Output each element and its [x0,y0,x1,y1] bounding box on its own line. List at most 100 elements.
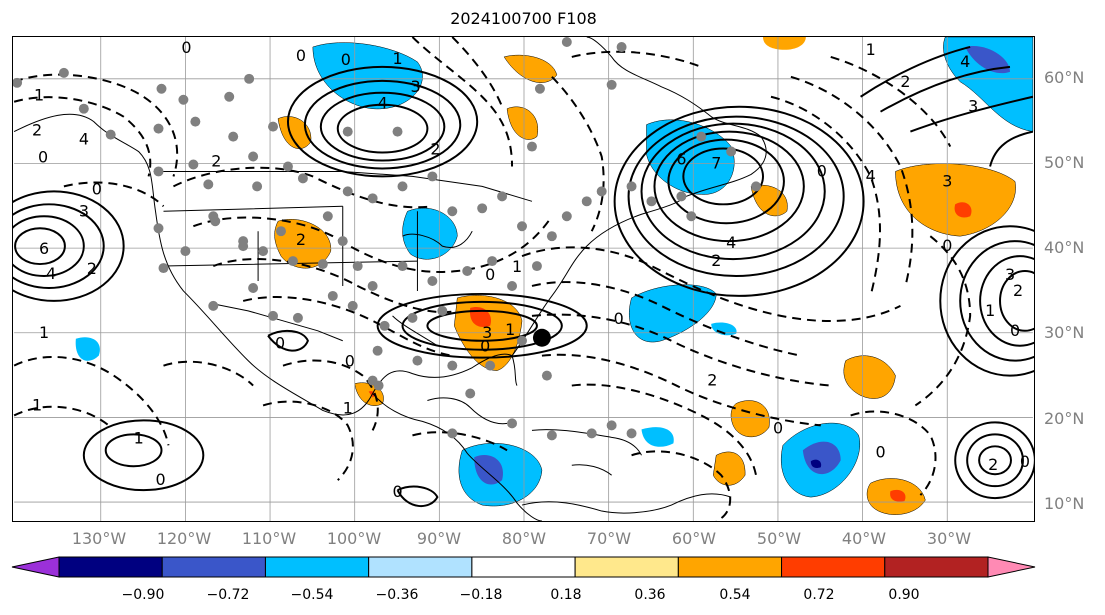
contour-label: 3 [482,323,492,342]
contour-label: 4 [726,233,736,252]
contour-label: 6 [676,149,686,168]
contour-label: 0 [38,147,48,166]
contour-label: 0 [156,470,166,489]
contour-label: 0 [181,38,191,57]
contour-labels: 0 0 1 3 4 2 0 4 2 0 1 0 3 6 4 2 2 2 0 1 … [32,38,1030,501]
contour-label: 2 [988,455,998,474]
contour-label: 0 [341,50,351,69]
highlight-point [532,328,551,347]
contour-label: 4 [79,130,89,149]
colorbar-tick: −0.54 [290,587,334,603]
colorbar-tick: −0.18 [459,587,503,603]
contour-label: 0 [942,236,952,255]
contour-label: 1 [505,320,515,339]
contour-label: 2 [1013,281,1023,300]
colorbar-segment [58,556,163,578]
colorbar-segment [574,556,679,578]
lon-label: 90°W [416,529,462,548]
contour-label: 0 [614,309,624,328]
contour-label: 1 [39,323,49,342]
colorbar-segment [368,556,473,578]
contour-label: 1 [985,301,995,320]
contour-label: 0 [876,442,886,461]
station-markers [13,37,762,441]
colorbar-tick: −0.90 [121,587,165,603]
contour-label: 2 [900,72,910,91]
map-panel: 0 0 1 3 4 2 0 4 2 0 1 0 3 6 4 2 2 2 0 1 … [12,36,1035,522]
coastlines [13,37,767,521]
contour-label: 0 [345,352,355,371]
contour-label: 0 [393,482,403,501]
lon-label: 130°W [71,529,127,548]
lat-label: 50°N [1044,153,1085,172]
dashed-contours [13,37,972,521]
colorbar-segment [11,556,60,578]
lon-label: 110°W [241,529,297,548]
contour-label: 1 [866,40,876,59]
colorbar-segment [264,556,370,578]
contour-label: 4 [46,264,56,283]
colorbar-segment [471,556,576,578]
contour-label: 2 [711,251,721,270]
contour-label: 2 [211,151,221,170]
lat-label: 10°N [1044,494,1085,513]
contour-label: 0 [275,334,285,353]
contour-label: 1 [34,86,44,105]
contour-label: 3 [968,97,978,116]
solid-contours [13,45,1034,507]
colorbar-segment [884,556,989,578]
contour-label: 3 [1005,265,1015,284]
contour-label: 2 [32,121,42,140]
colorbar-segment [987,556,1036,578]
colorbar-tick: 0.90 [888,587,920,603]
contour-label: 0 [1010,321,1020,340]
map-title: 2024100700 F108 [450,9,597,28]
contour-label: 0 [92,179,102,198]
contour-label: 4 [378,94,388,113]
lon-label: 50°W [756,529,802,548]
colorbar-segment [677,556,783,578]
contour-label: 2 [296,230,306,249]
contour-label: 1 [134,428,144,447]
colorbar-tick: 0.72 [803,587,835,603]
contour-label: 0 [296,46,306,65]
contour-label: 0 [480,337,490,356]
colorbar-segment [781,556,886,578]
contour-label: 1 [32,395,42,414]
contour-label: 0 [817,161,827,180]
lon-label: 40°W [841,529,887,548]
lat-label: 20°N [1044,409,1085,428]
contour-label: 2 [430,140,440,159]
shaded-fields [75,37,1034,515]
colorbar-tick: −0.72 [206,587,250,603]
contour-label: 7 [711,153,721,172]
contour-label: 1 [512,257,522,276]
graticule [14,37,1033,521]
contour-label: 2 [87,259,97,278]
contour-label: 0 [485,265,495,284]
contour-label: 4 [960,52,970,71]
lon-label: 120°W [156,529,212,548]
lat-label: 60°N [1044,68,1085,87]
lon-label: 100°W [326,529,382,548]
contour-label: 1 [393,49,403,68]
contour-label: 3 [79,201,89,220]
contour-label: 0 [773,418,783,437]
contour-label: 6 [39,239,49,258]
colorbar-tick: −0.36 [375,587,419,603]
contour-label: 3 [942,171,952,190]
lon-label: 80°W [501,529,547,548]
colorbar [11,556,1036,578]
colorbar-tick: 0.54 [719,587,751,603]
contour-label: 3 [410,77,420,96]
colorbar-tick: 0.18 [550,587,582,603]
contour-label: 2 [707,371,717,390]
contour-label: 4 [866,166,876,185]
lon-label: 70°W [586,529,632,548]
colorbar-tick: 0.36 [634,587,666,603]
lon-label: 30°W [926,529,972,548]
contour-label: 1 [343,398,353,417]
contour-label: 0 [1020,452,1030,471]
lat-label: 30°N [1044,323,1085,342]
lat-label: 40°N [1044,238,1085,257]
